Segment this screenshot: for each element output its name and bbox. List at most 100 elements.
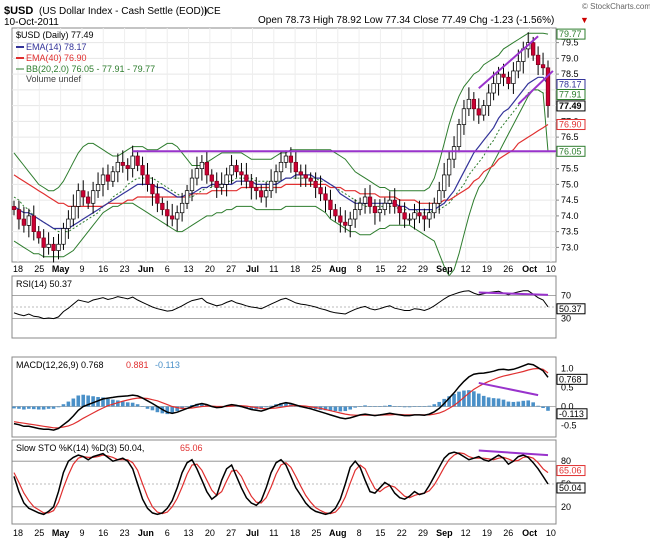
price-candle — [422, 215, 427, 220]
macd-histogram-bar — [541, 406, 545, 409]
rsi-axis-label: 30 — [561, 314, 571, 324]
macd-histogram-bar — [180, 406, 184, 409]
stochastic-value-tag — [556, 465, 586, 477]
bottom-date-label: Oct — [522, 528, 537, 538]
bottom-date-label: 27 — [226, 528, 236, 538]
macd-histogram-bar — [120, 401, 125, 407]
price-candle — [516, 61, 521, 72]
macd-axis-label: 1.0 — [561, 364, 574, 374]
price-candle — [535, 54, 541, 66]
price-candle — [432, 202, 437, 214]
price-candle — [417, 212, 422, 217]
price-candle — [362, 196, 368, 204]
price-candle — [199, 161, 205, 169]
macd-histogram-bar — [452, 393, 456, 407]
price-candle — [476, 108, 481, 116]
macd-histogram-bar — [546, 406, 550, 411]
price-candle — [175, 212, 180, 220]
price-candle — [264, 190, 269, 198]
price-value-tag — [556, 100, 586, 112]
price-candle — [303, 174, 308, 179]
price-candle — [348, 218, 353, 226]
top-date-label: 13 — [184, 264, 194, 274]
macd-divergence-line — [478, 381, 539, 397]
macd-histogram-bar — [521, 400, 526, 407]
macd-histogram-bar — [130, 402, 135, 407]
bb-lower-line — [13, 89, 549, 277]
price-candle — [313, 180, 318, 188]
stochastic-d-legend: 65.06 — [180, 443, 203, 453]
chart-exchange: ICE — [204, 6, 221, 17]
top-date-label: 23 — [120, 264, 130, 274]
chart-date: 10-Oct-2011 — [4, 17, 59, 28]
bottom-date-label: Jul — [246, 528, 259, 538]
price-candle — [26, 215, 31, 226]
price-legend: $USD (Daily) 77.49 EMA(14) 78.17 EMA(40)… — [16, 30, 155, 84]
price-candle — [249, 180, 254, 188]
bottom-date-label: Jun — [138, 528, 154, 538]
price-candle — [155, 193, 160, 204]
macd-histogram-bar — [51, 406, 56, 409]
price-candle — [160, 202, 165, 210]
macd-histogram-bar — [249, 406, 254, 410]
price-candle — [179, 202, 185, 214]
macd-histogram-bar — [476, 393, 481, 407]
macd-value-tag-label: -0.113 — [559, 409, 584, 419]
price-candle — [540, 64, 546, 69]
stochastic-axis-label: 80 — [561, 456, 571, 466]
macd-histogram-bar — [145, 406, 150, 409]
price-candle — [446, 158, 452, 176]
price-value-tag-label: 79.77 — [559, 29, 582, 39]
macd-histogram-bar — [457, 391, 461, 407]
price-value-tag-label: 76.90 — [559, 120, 582, 130]
macd-histogram-bar — [56, 406, 61, 408]
bottom-date-label: May — [52, 528, 70, 538]
price-value-tag — [556, 89, 586, 101]
trend-channel-line — [517, 70, 554, 105]
macd-histogram-bar — [358, 406, 362, 407]
bottom-date-label: 9 — [79, 528, 84, 538]
price-candle — [412, 212, 417, 220]
price-value-tag-label: 76.05 — [559, 146, 582, 156]
macd-histogram-bar — [41, 406, 46, 410]
bottom-date-label: 26 — [503, 528, 513, 538]
macd-value-tag — [556, 408, 588, 420]
price-axis-label: 79.5 — [561, 38, 579, 48]
price-candle — [288, 155, 294, 163]
price-candle — [36, 231, 41, 239]
macd-histogram-bar — [31, 406, 36, 410]
bottom-date-label: 13 — [184, 528, 194, 538]
legend-ema14: EMA(14) 78.17 — [26, 42, 87, 52]
price-candle — [259, 190, 264, 198]
macd-value-tag-label: 0.768 — [559, 374, 582, 384]
price-candle — [100, 174, 106, 185]
macd-histogram-bar — [343, 406, 348, 412]
price-candle — [115, 161, 120, 173]
macd-histogram-bar — [175, 406, 179, 412]
price-candle — [120, 161, 125, 166]
price-candle — [471, 98, 476, 110]
rsi-legend: RSI(14) 50.37 — [16, 279, 72, 289]
price-candle — [95, 184, 101, 192]
bottom-date-label: 8 — [357, 528, 362, 538]
legend-bb: BB(20,2.0) 76.05 - 77.91 - 79.77 — [26, 64, 155, 74]
macd-histogram-bar — [422, 406, 427, 407]
price-candle — [184, 190, 190, 204]
macd-histogram-bar — [412, 406, 417, 407]
macd-histogram-bar — [116, 400, 120, 407]
price-candle — [328, 199, 333, 210]
top-date-label: 18 — [13, 264, 23, 274]
macd-histogram-bar — [264, 406, 268, 408]
macd-histogram-bar — [387, 404, 392, 407]
price-axis-label: 75.5 — [561, 164, 579, 174]
price-candle — [214, 180, 219, 188]
macd-histogram-bar — [491, 398, 496, 407]
macd-histogram-bar — [397, 406, 402, 407]
price-candle — [204, 161, 209, 176]
macd-value-tag — [556, 373, 588, 385]
macd-histogram-bar — [378, 406, 382, 407]
price-candle — [234, 165, 239, 173]
price-candle — [125, 165, 130, 169]
price-candle — [318, 187, 323, 195]
price-axis-label: 78.5 — [561, 69, 579, 79]
